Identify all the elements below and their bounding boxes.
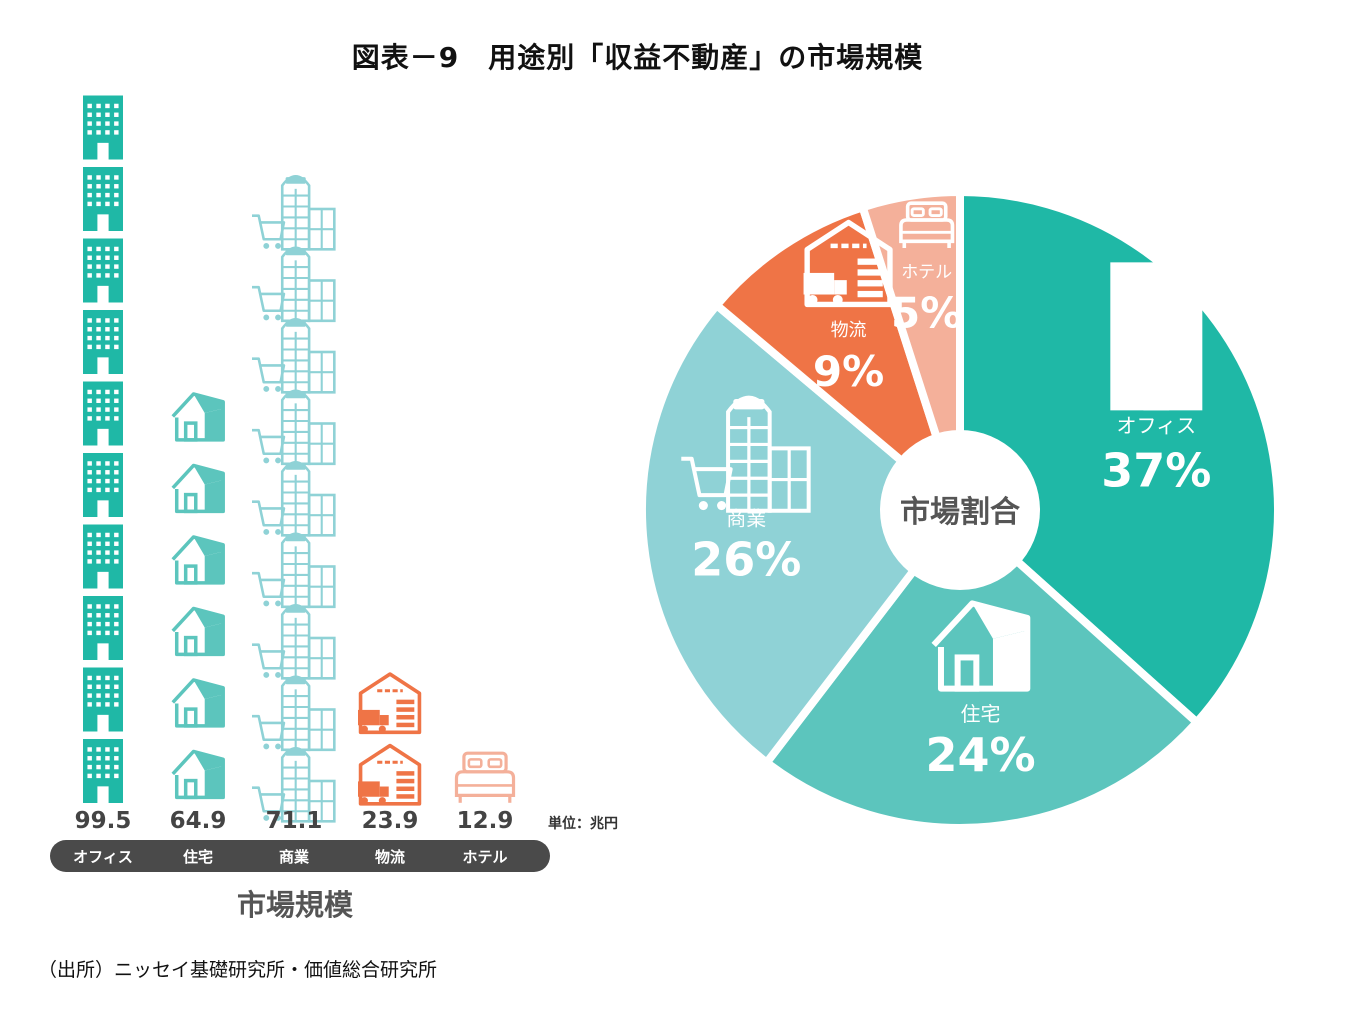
- market-size-caption: 市場規模: [237, 888, 354, 922]
- bar-value-label: 64.9: [170, 808, 227, 834]
- shopping-mall-icon-5: [252, 460, 336, 537]
- category-label: 商業: [279, 848, 310, 866]
- pie-slice-5: [858, 188, 964, 514]
- office-building-icon-2: [83, 667, 123, 732]
- house-icon-1: [171, 749, 225, 800]
- shopping-mall-icon-6: [252, 389, 336, 466]
- pie-slice-percent: 9%: [813, 347, 884, 396]
- shopping-mall-icon-3: [252, 603, 336, 680]
- category-label: ホテル: [462, 848, 507, 866]
- pie-slice-label: 物流: [831, 320, 867, 341]
- pie-office-building-icon: [1110, 262, 1203, 411]
- shopping-mall-icon-9: [252, 174, 336, 251]
- category-label: 物流: [375, 848, 405, 866]
- pie-shopping-mall-icon: [681, 395, 811, 513]
- office-building-icon-4: [83, 524, 123, 589]
- office-building-icon-1: [83, 739, 123, 803]
- house-icon-2: [171, 678, 225, 728]
- pie-slice-percent: 5%: [891, 289, 962, 338]
- shopping-mall-icon-8: [252, 246, 336, 323]
- office-building-icon-8: [83, 238, 123, 303]
- pie-slice-2: [762, 506, 1201, 832]
- office-building-icon-7: [83, 310, 123, 374]
- warehouse-truck-icon-1: [358, 743, 422, 806]
- pie-label-group-5: ホテル 5%: [891, 201, 962, 338]
- bed-icon-1: [454, 751, 516, 803]
- pie-center-hole: [880, 430, 1040, 590]
- pie-slice-percent: 37%: [1101, 443, 1211, 497]
- bar-value-label: 71.1: [266, 808, 323, 834]
- office-building-icon-5: [83, 453, 123, 517]
- house-icon-4: [171, 535, 225, 585]
- office-building-icon-6: [83, 381, 123, 446]
- pie-house-icon: [931, 600, 1031, 692]
- pie-bed-icon: [899, 201, 955, 248]
- unit-label: 単位：兆円: [548, 815, 618, 832]
- category-label: 住宅: [183, 848, 213, 866]
- pie-slice-label: 住宅: [960, 702, 1000, 726]
- bar-value-label: 99.5: [75, 808, 132, 834]
- pie-slice-percent: 24%: [925, 728, 1035, 782]
- pie-slice-label: オフィス: [1117, 413, 1197, 437]
- office-building-icon-9: [83, 167, 123, 231]
- pie-slice-4: [712, 203, 964, 514]
- office-building-icon-3: [83, 596, 123, 660]
- figure-title: 図表－9 用途別「収益不動産」の市場規模: [351, 41, 924, 74]
- house-icon-6: [171, 392, 225, 442]
- pie-center-label: 市場割合: [900, 495, 1020, 530]
- office-building-icon-10: [83, 95, 123, 160]
- house-icon-3: [171, 606, 225, 657]
- pie-slice-label: ホテル: [901, 263, 952, 283]
- warehouse-truck-icon-2: [358, 672, 422, 735]
- pie-warehouse-truck-icon: [803, 219, 893, 308]
- pie-label-group-4: 物流 9%: [803, 219, 893, 396]
- pie-slice-percent: 26%: [691, 532, 801, 586]
- house-icon-5: [171, 463, 225, 514]
- bar-value-label: 12.9: [457, 808, 514, 834]
- pie-slice-label: 商業: [726, 506, 766, 530]
- shopping-mall-icon-4: [252, 532, 336, 609]
- pie-label-group-1: オフィス 37%: [1101, 262, 1211, 497]
- category-axis-bar: [50, 840, 550, 872]
- bar-value-label: 23.9: [362, 808, 419, 834]
- category-label: オフィス: [73, 848, 133, 866]
- source-note: （出所）ニッセイ基礎研究所・価値総合研究所: [38, 959, 438, 981]
- shopping-mall-icon-7: [252, 317, 336, 394]
- pie-slice-3: [638, 301, 964, 767]
- shopping-mall-icon-2: [252, 675, 336, 752]
